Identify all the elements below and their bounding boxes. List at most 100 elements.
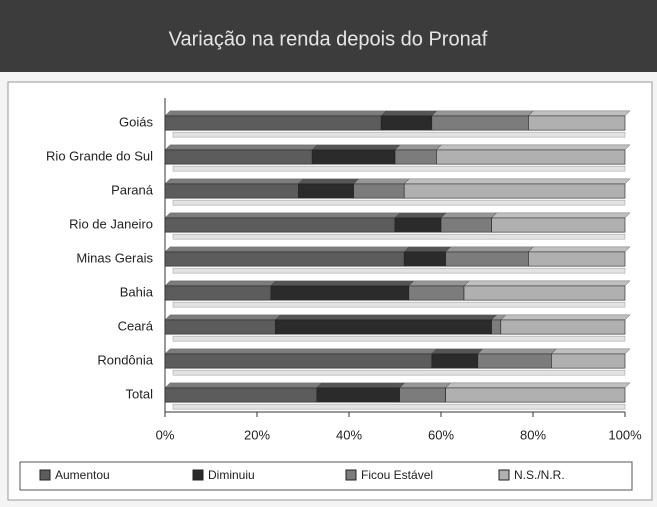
bar-top xyxy=(403,178,631,185)
bar-segment xyxy=(491,217,626,233)
bar-floor xyxy=(172,131,626,138)
bar-top xyxy=(431,110,534,117)
bar-top xyxy=(164,178,304,185)
bar-top xyxy=(394,212,447,219)
y-tick-label: Rio de Janeiro xyxy=(69,216,153,231)
bar-floor xyxy=(172,165,626,172)
bar-segment xyxy=(528,115,626,131)
bar-top xyxy=(445,246,534,253)
x-tick-label: 40% xyxy=(336,427,362,442)
bar-segment xyxy=(164,387,318,403)
bar-segment xyxy=(164,217,396,233)
chart-title: Variação na renda depois do Pronaf xyxy=(169,28,488,50)
bar-top xyxy=(403,246,452,253)
y-tick-label: Paraná xyxy=(111,182,154,197)
bar-floor xyxy=(172,369,626,376)
bar-floor xyxy=(172,233,626,240)
bar-top xyxy=(491,212,631,219)
bar-top xyxy=(431,348,484,355)
y-tick-label: Rio Grande do Sul xyxy=(46,148,153,163)
bar-top xyxy=(445,382,631,389)
y-tick-label: Minas Gerais xyxy=(76,250,153,265)
legend-label: Ficou Estável xyxy=(361,468,433,482)
legend-swatch xyxy=(498,469,510,481)
bar-top xyxy=(164,348,438,355)
bar-segment xyxy=(399,387,446,403)
bar-top xyxy=(164,246,410,253)
bar-segment xyxy=(394,149,437,165)
legend-swatch xyxy=(192,469,204,481)
bar-floor xyxy=(172,335,626,342)
bar-segment xyxy=(164,353,433,369)
bar-segment xyxy=(440,217,492,233)
bar-segment xyxy=(403,183,626,199)
bar-top xyxy=(477,348,557,355)
bar-segment xyxy=(436,149,626,165)
bar-segment xyxy=(164,149,313,165)
y-tick-label: Bahia xyxy=(120,284,154,299)
bar-segment xyxy=(394,217,442,233)
bar-segment xyxy=(353,183,405,199)
bar-top xyxy=(274,314,498,321)
legend-box xyxy=(19,461,633,491)
bar-segment xyxy=(164,319,276,335)
y-tick-label: Total xyxy=(126,386,154,401)
bar-segment xyxy=(477,353,552,369)
bar-top xyxy=(164,144,318,151)
bar-segment xyxy=(164,115,382,131)
legend-swatch xyxy=(39,469,51,481)
bar-segment xyxy=(431,115,529,131)
bar-segment xyxy=(298,183,354,199)
bar-top xyxy=(380,110,438,117)
bar-top xyxy=(164,212,401,219)
bar-top xyxy=(164,280,277,287)
bar-floor xyxy=(172,267,626,274)
bar-segment xyxy=(463,285,626,301)
bar-segment xyxy=(311,149,396,165)
legend-label: Diminuiu xyxy=(208,468,255,482)
bar-segment xyxy=(551,353,626,369)
bar-top xyxy=(435,144,631,151)
bar-segment xyxy=(403,251,446,267)
bar-segment xyxy=(445,251,529,267)
bar-top xyxy=(270,280,415,287)
bar-top xyxy=(297,178,360,185)
bar-segment xyxy=(528,251,626,267)
bar-floor xyxy=(172,199,626,206)
bar-top xyxy=(399,382,452,389)
legend-label: Aumentou xyxy=(55,468,110,482)
bar-top xyxy=(550,348,631,355)
bar-segment xyxy=(500,319,626,335)
bar-segment xyxy=(316,387,400,403)
x-tick-label: 100% xyxy=(608,427,642,442)
bar-segment xyxy=(380,115,433,131)
legend-swatch xyxy=(345,469,357,481)
bar-top xyxy=(440,212,498,219)
legend-label: N.S./N.R. xyxy=(514,468,565,482)
bar-segment xyxy=(164,251,405,267)
x-tick-label: 60% xyxy=(428,427,454,442)
x-tick-label: 0% xyxy=(156,427,175,442)
bar-top xyxy=(311,144,401,151)
bar-segment xyxy=(275,319,492,335)
bar-top xyxy=(408,280,470,287)
bar-top xyxy=(500,314,631,321)
bar-segment xyxy=(491,319,502,335)
bar-top xyxy=(394,144,442,151)
bar-segment xyxy=(431,353,479,369)
bar-segment xyxy=(164,183,299,199)
x-tick-label: 80% xyxy=(520,427,546,442)
bar-segment xyxy=(408,285,465,301)
bar-segment xyxy=(270,285,410,301)
y-tick-label: Ceará xyxy=(118,318,154,333)
bar-top xyxy=(164,110,387,117)
y-tick-label: Goiás xyxy=(119,114,153,129)
x-tick-label: 20% xyxy=(244,427,270,442)
bar-floor xyxy=(172,301,626,308)
bar-top xyxy=(527,110,631,117)
bar-top xyxy=(164,382,323,389)
bar-segment xyxy=(164,285,272,301)
header xyxy=(0,0,657,72)
bar-top xyxy=(527,246,631,253)
